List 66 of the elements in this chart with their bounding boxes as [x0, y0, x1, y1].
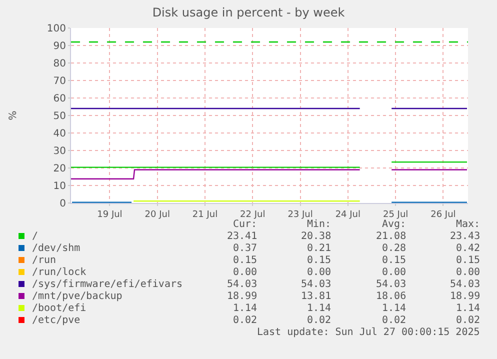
text: 0.28 — [382, 243, 406, 254]
legend-label: /mnt/pve/backup — [32, 291, 122, 302]
x-tick-label: 21 Jul — [192, 210, 218, 220]
text: 23.41 — [227, 231, 258, 242]
x-tick-label: 24 Jul — [335, 210, 360, 220]
text: 1.14 — [382, 303, 406, 314]
text: 18.99 — [450, 291, 480, 302]
y-tick-label: 70 — [53, 76, 66, 87]
text: Avg: — [382, 219, 406, 230]
text: 21.08 — [376, 231, 406, 242]
y-tick-label: 10 — [53, 181, 66, 192]
text: 1.14 — [456, 303, 480, 314]
text: 0.02 — [382, 315, 406, 326]
x-tick-label: 20 Jul — [144, 210, 170, 220]
legend-label: /boot/efi — [32, 303, 86, 314]
text: 0.00 — [456, 267, 480, 278]
text: 1.14 — [307, 303, 332, 314]
text: 0.02 — [456, 315, 480, 326]
text: 1.14 — [233, 303, 258, 314]
text: Cur: — [233, 219, 258, 230]
text: 54.03 — [376, 279, 406, 290]
text: 0.15 — [307, 255, 332, 266]
legend-label: /etc/pve — [32, 315, 80, 326]
legend-label: /dev/shm — [32, 243, 80, 254]
text: 0.00 — [307, 267, 332, 278]
x-tick-label: 22 Jul — [240, 210, 266, 220]
text: 0.37 — [233, 243, 258, 254]
y-tick-label: 30 — [53, 146, 66, 157]
x-tick-label: 25 Jul — [382, 210, 408, 220]
text: 0.15 — [456, 255, 480, 266]
legend-label: / — [32, 231, 38, 242]
text: 18.99 — [227, 291, 258, 302]
x-tick-label: 26 Jul — [430, 210, 456, 220]
text: 54.03 — [227, 279, 258, 290]
text: Last update: Sun Jul 27 00:00:15 2025 — [257, 327, 480, 338]
text: 0.02 — [307, 315, 332, 326]
legend-label: /run — [32, 255, 56, 266]
text: 54.03 — [301, 279, 332, 290]
text: 18.06 — [376, 291, 406, 302]
y-tick-label: 80 — [53, 58, 66, 70]
chart-title: Disk usage in percent - by week — [152, 5, 345, 20]
text: Min: — [307, 219, 332, 230]
text: 23.43 — [450, 231, 480, 242]
text: 0.15 — [233, 255, 258, 266]
text: 0.02 — [233, 315, 258, 326]
y-tick-label: 20 — [53, 164, 66, 174]
legend-label: /sys/firmware/efi/efivars — [32, 279, 183, 290]
text: 0.00 — [382, 267, 406, 278]
y-axis-title: % — [8, 110, 19, 120]
x-tick-label: 23 Jul — [288, 210, 313, 220]
y-tick-label: 40 — [53, 128, 66, 140]
text: 0.00 — [233, 267, 258, 278]
x-tick-label: 19 Jul — [97, 210, 122, 220]
y-tick-label: 100 — [46, 24, 66, 34]
y-tick-label: 90 — [53, 41, 66, 52]
text: 0.21 — [307, 243, 332, 254]
text: 13.81 — [301, 291, 332, 302]
y-tick-label: 60 — [53, 94, 66, 104]
y-tick-label: 50 — [53, 111, 66, 122]
y-tick-label: 0 — [60, 198, 66, 210]
text: Max: — [456, 219, 480, 230]
text: 54.03 — [450, 279, 480, 290]
text: 20.38 — [301, 231, 332, 242]
text: 0.15 — [382, 255, 406, 266]
legend-label: /run/lock — [32, 267, 86, 278]
text: 0.42 — [456, 243, 480, 254]
